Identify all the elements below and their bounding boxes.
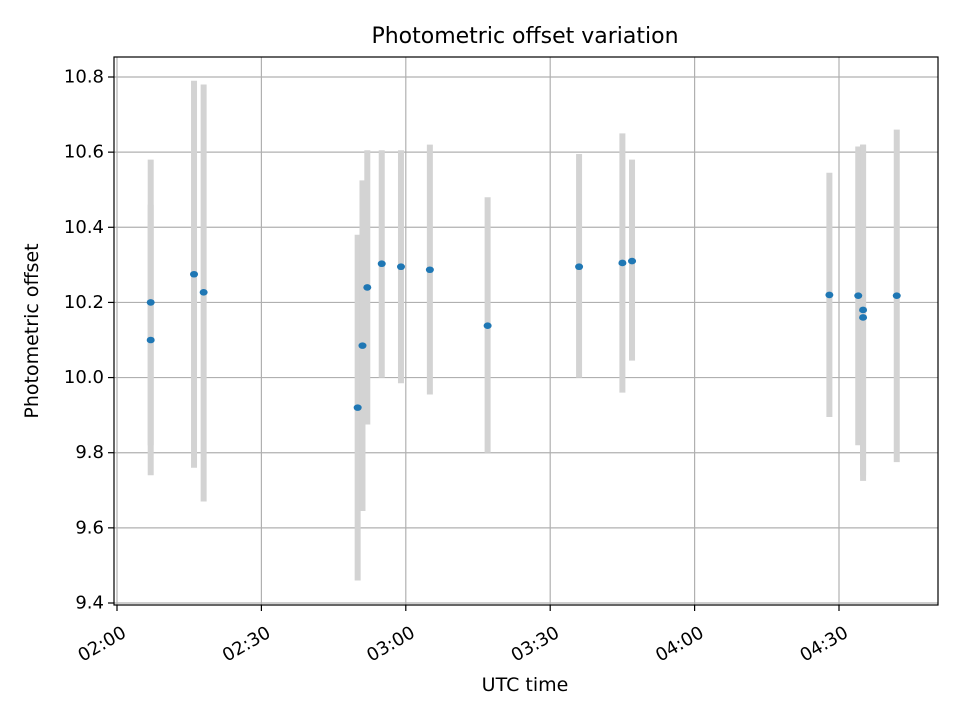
x-tick-label: 04:00: [652, 622, 707, 666]
y-tick-label: 10.0: [64, 367, 104, 388]
data-point: [483, 322, 492, 330]
x-axis-ticks: 02:00 02:30 03:00 03:30 04:00 04:30: [74, 605, 852, 666]
data-point: [859, 306, 868, 314]
x-tick-label: 03:00: [363, 622, 418, 666]
grid-lines: [114, 57, 938, 605]
data-point: [854, 292, 863, 299]
data-point: [353, 404, 362, 411]
y-tick-label: 10.8: [64, 67, 104, 88]
data-point: [358, 342, 367, 349]
y-tick-label: 9.4: [75, 593, 104, 614]
data-point: [190, 270, 199, 278]
data-point: [377, 260, 386, 268]
y-tick-label: 10.4: [64, 217, 104, 238]
y-tick-label: 10.6: [64, 142, 104, 163]
data-point: [859, 314, 868, 321]
data-points: [146, 257, 901, 411]
data-point: [825, 291, 834, 299]
x-tick-label: 02:30: [219, 622, 274, 666]
plot-area-frame: [113, 56, 939, 606]
data-point: [146, 336, 155, 344]
data-point: [425, 266, 434, 274]
data-point: [146, 299, 155, 306]
chart-title: Photometric offset variation: [371, 24, 678, 49]
data-point: [363, 284, 372, 291]
x-tick-label: 04:30: [796, 622, 851, 666]
data-point: [396, 263, 405, 271]
y-tick-label: 10.2: [64, 292, 104, 313]
data-point: [618, 259, 627, 267]
data-point: [892, 292, 901, 299]
data-point: [628, 257, 637, 265]
y-axis-ticks: 9.4 9.6 9.8 10.0 10.2 10.4 10.6 10.8: [64, 67, 114, 614]
x-tick-label: 03:30: [508, 622, 563, 666]
error-bars: [147, 80, 900, 581]
y-axis-label: Photometric offset: [21, 243, 43, 418]
data-point: [199, 288, 208, 296]
y-tick-label: 9.6: [75, 517, 104, 538]
x-tick-label: 02:00: [74, 622, 129, 666]
x-axis-label: UTC time: [482, 674, 569, 696]
y-tick-label: 9.8: [75, 442, 104, 463]
data-point: [575, 263, 584, 271]
